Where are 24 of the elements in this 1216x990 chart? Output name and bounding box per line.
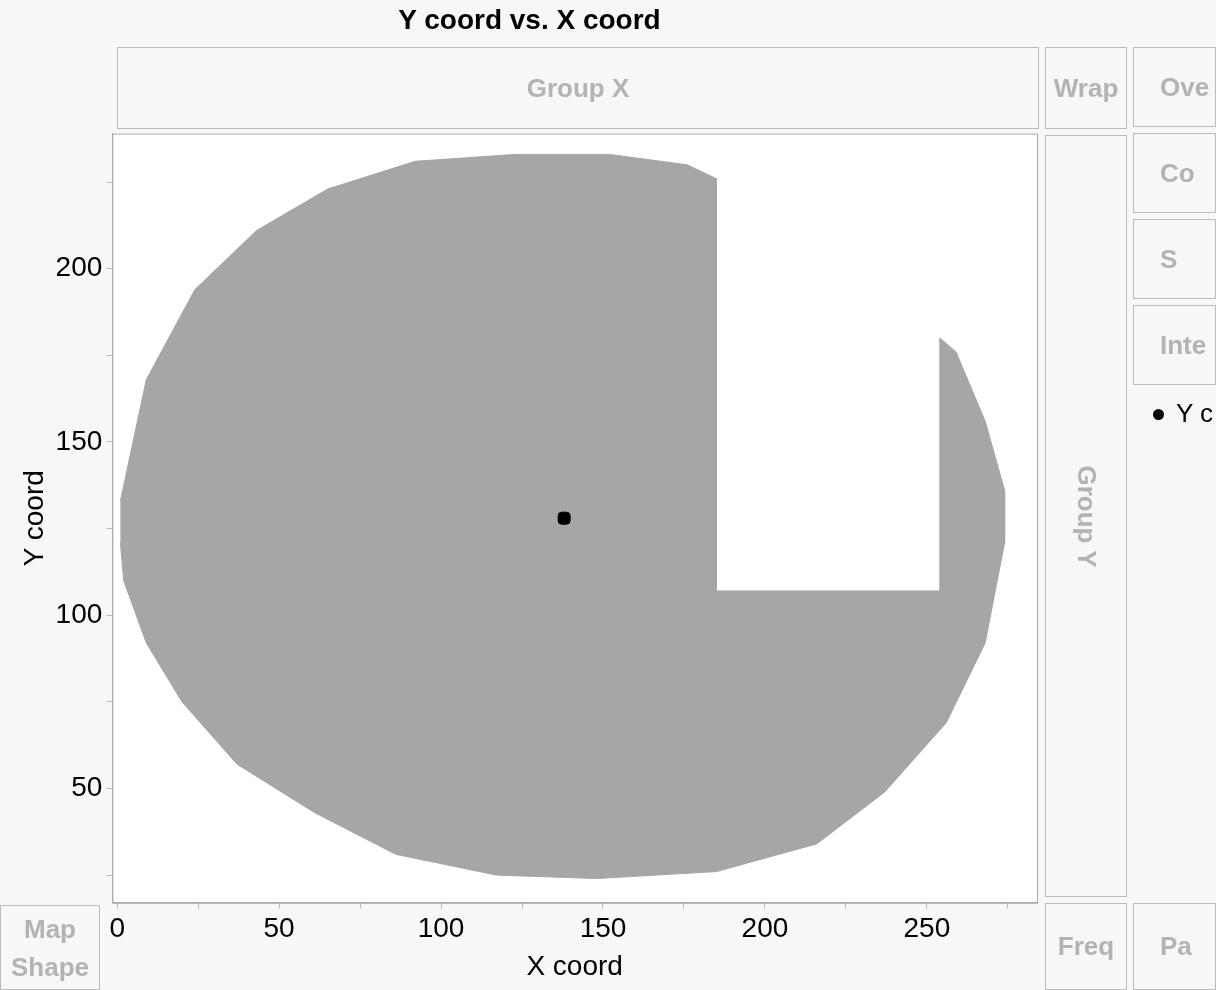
x-tick-label: 50 [263, 912, 295, 944]
text: Pa [1159, 931, 1192, 962]
text: S [1159, 243, 1178, 275]
chart-title: Y coord vs. X coord [398, 3, 661, 35]
text: Freq [1057, 931, 1115, 962]
y-tick-label: 150 [55, 424, 103, 456]
y-axis-title: Y coord [17, 470, 49, 567]
text: Map Shape [10, 912, 90, 984]
text: Inte [1159, 329, 1207, 361]
text: Wrap [1053, 72, 1119, 104]
x-tick-label: 0 [109, 912, 125, 944]
text: Group X [526, 72, 630, 104]
x-axis-title: X coord [526, 949, 623, 981]
text: Group Y [1070, 464, 1102, 568]
x-tick-label: 200 [741, 912, 789, 944]
y-tick-label: 200 [55, 251, 103, 283]
text: Ove [1159, 71, 1210, 103]
text: Y c [1176, 398, 1214, 429]
y-tick-label: 50 [71, 771, 103, 803]
y-tick-label: 100 [55, 597, 103, 629]
x-tick-label: 250 [903, 912, 951, 944]
x-tick-label: 150 [579, 912, 627, 944]
text: Co [1159, 157, 1195, 189]
x-tick-label: 100 [417, 912, 465, 944]
